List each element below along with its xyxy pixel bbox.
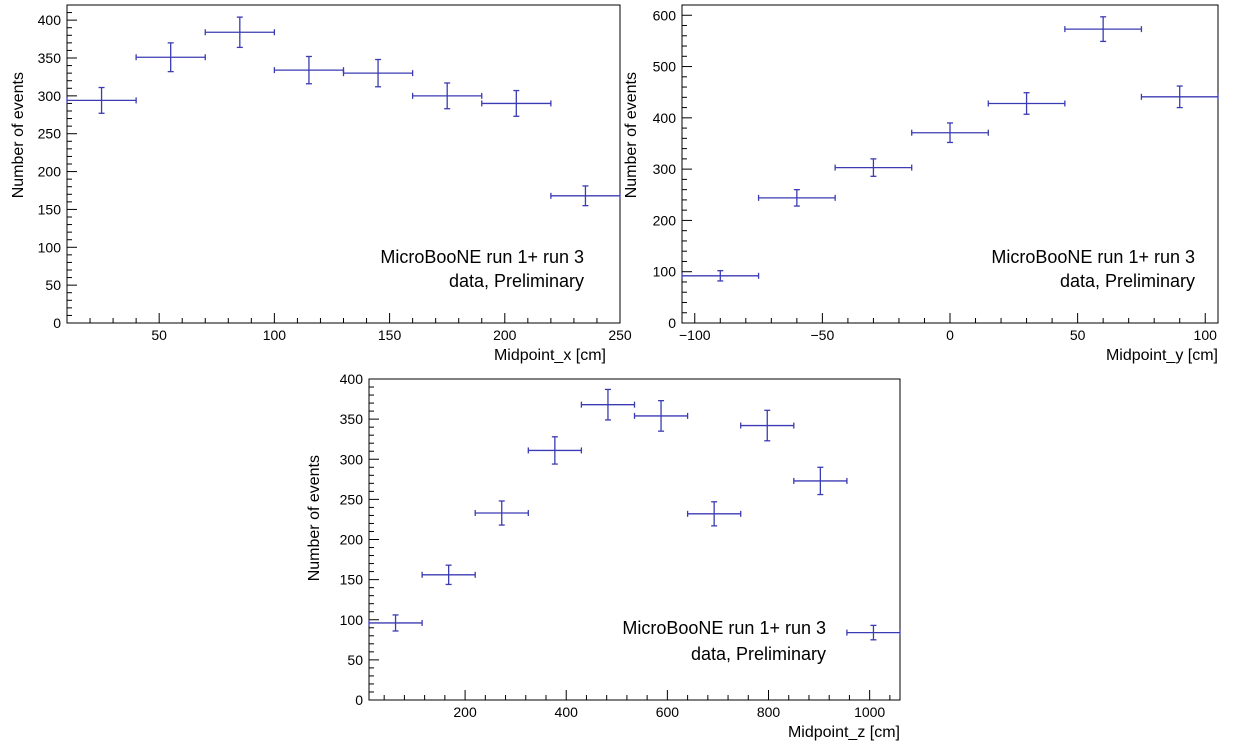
data-point: [411, 82, 483, 110]
y-tick-label: 150: [340, 572, 364, 588]
data-point: [987, 92, 1066, 115]
y-tick-label: 0: [53, 315, 61, 331]
y-tick-label: 400: [340, 371, 364, 387]
x-axis-label: Midpoint_x [cm]: [494, 347, 606, 364]
y-tick-label: 0: [668, 315, 676, 331]
data-point: [580, 388, 636, 421]
annotation-line-2: data, Preliminary: [449, 271, 584, 291]
y-tick-label: 350: [38, 50, 62, 66]
data-point: [686, 501, 742, 527]
y-tick-label: 300: [340, 451, 364, 467]
y-axis-label: Number of events: [623, 72, 640, 198]
y-tick-label: 300: [38, 88, 62, 104]
y-tick-label: 350: [340, 411, 364, 427]
annotation-line-1: MicroBooNE run 1+ run 3: [380, 247, 584, 267]
y-tick-label: 200: [38, 164, 62, 180]
x-tick-label: 1000: [854, 704, 885, 720]
y-tick-label: 50: [347, 652, 363, 668]
data-point: [757, 188, 836, 207]
x-tick-label: 150: [378, 327, 402, 343]
y-tick-label: 250: [38, 126, 62, 142]
data-point: [421, 564, 476, 586]
y-tick-label: 100: [653, 264, 677, 280]
y-tick-label: 300: [653, 161, 677, 177]
x-tick-label: 100: [1194, 327, 1218, 343]
data-point: [633, 400, 689, 432]
x-tick-label: 250: [608, 327, 632, 343]
y-axis-label: Number of events: [10, 72, 27, 198]
data-point: [135, 42, 206, 73]
data-point: [66, 86, 137, 114]
y-tick-label: 400: [653, 110, 677, 126]
data-point: [834, 158, 913, 177]
data-point: [846, 624, 901, 641]
y-tick-label: 500: [653, 59, 677, 75]
y-tick-label: 100: [340, 612, 364, 628]
data-point: [342, 58, 414, 88]
data-point: [740, 409, 795, 442]
data-point: [273, 55, 345, 85]
y-tick-label: 600: [653, 7, 677, 23]
y-tick-label: 400: [38, 12, 62, 28]
data-point: [368, 614, 423, 632]
data-point: [481, 89, 552, 117]
chart-panel-3: 0 50 100 150 200 250 300 350 400 200 400 600 800 1000…: [306, 371, 901, 741]
x-tick-label: 200: [493, 327, 517, 343]
x-tick-label: −50: [811, 327, 835, 343]
data-point: [681, 270, 760, 282]
x-tick-label: 200: [453, 704, 477, 720]
y-tick-label: 250: [340, 491, 364, 507]
y-tick-label: 50: [45, 277, 61, 293]
data-point: [1140, 85, 1219, 109]
data-point: [474, 500, 529, 526]
data-point: [204, 16, 276, 49]
y-axis-label: Number of events: [306, 455, 323, 581]
x-tick-label: 800: [757, 704, 781, 720]
annotation-line-1: MicroBooNE run 1+ run 3: [991, 247, 1195, 267]
x-axis-label: Midpoint_z [cm]: [788, 724, 900, 741]
y-tick-label: 150: [38, 201, 62, 217]
y-tick-label: 0: [355, 692, 363, 708]
x-tick-label: 400: [555, 704, 579, 720]
y-tick-label: 200: [340, 532, 364, 548]
y-tick-label: 100: [38, 239, 62, 255]
annotation-line-2: data, Preliminary: [1060, 271, 1195, 291]
x-tick-label: 100: [263, 327, 287, 343]
x-tick-label: 50: [1070, 327, 1086, 343]
data-point: [1064, 16, 1143, 43]
x-tick-label: 600: [656, 704, 680, 720]
data-point: [527, 436, 583, 465]
chart-panel-2: 0 100 200 300 400 500 600 −100 −50 0 50 100 Midpoint…: [623, 4, 1219, 364]
data-point: [550, 185, 621, 207]
annotation-line-1: MicroBooNE run 1+ run 3: [622, 618, 826, 638]
annotation-line-2: data, Preliminary: [691, 644, 826, 664]
data-point: [911, 122, 989, 144]
x-axis-label: Midpoint_y [cm]: [1106, 347, 1218, 364]
x-tick-label: −100: [679, 327, 711, 343]
x-tick-label: 0: [946, 327, 954, 343]
y-tick-label: 200: [653, 212, 677, 228]
x-tick-label: 50: [151, 327, 167, 343]
data-point: [793, 466, 848, 496]
